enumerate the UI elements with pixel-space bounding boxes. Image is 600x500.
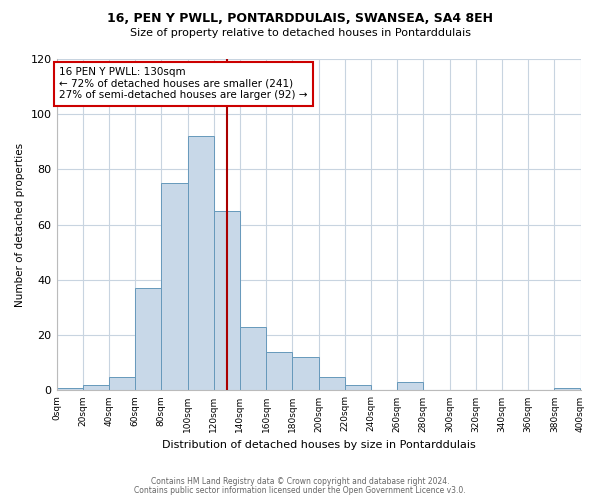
Text: 16 PEN Y PWLL: 130sqm
← 72% of detached houses are smaller (241)
27% of semi-det: 16 PEN Y PWLL: 130sqm ← 72% of detached … — [59, 68, 308, 100]
Bar — [188, 136, 214, 390]
Bar — [56, 388, 83, 390]
Bar — [214, 211, 240, 390]
Y-axis label: Number of detached properties: Number of detached properties — [15, 142, 25, 307]
Bar — [345, 385, 371, 390]
Bar — [109, 376, 135, 390]
Bar — [135, 288, 161, 390]
Bar — [161, 184, 188, 390]
Bar — [83, 385, 109, 390]
Bar — [554, 388, 580, 390]
Text: Size of property relative to detached houses in Pontarddulais: Size of property relative to detached ho… — [130, 28, 470, 38]
Text: Contains HM Land Registry data © Crown copyright and database right 2024.: Contains HM Land Registry data © Crown c… — [151, 477, 449, 486]
Bar — [292, 358, 319, 390]
Bar — [319, 376, 345, 390]
X-axis label: Distribution of detached houses by size in Pontarddulais: Distribution of detached houses by size … — [161, 440, 475, 450]
Bar — [397, 382, 424, 390]
Text: 16, PEN Y PWLL, PONTARDDULAIS, SWANSEA, SA4 8EH: 16, PEN Y PWLL, PONTARDDULAIS, SWANSEA, … — [107, 12, 493, 26]
Text: Contains public sector information licensed under the Open Government Licence v3: Contains public sector information licen… — [134, 486, 466, 495]
Bar — [240, 327, 266, 390]
Bar — [266, 352, 292, 391]
